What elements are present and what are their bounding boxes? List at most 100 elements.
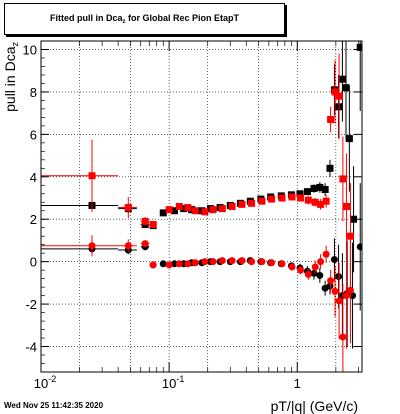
data-point-square <box>180 205 188 213</box>
y-axis-label-subscript: z <box>10 42 20 47</box>
chart-title-subscript: z <box>122 19 126 25</box>
data-point-circle <box>339 333 347 341</box>
data-point-square <box>175 203 183 210</box>
data-point-square <box>342 203 350 210</box>
data-point-square <box>191 207 199 215</box>
data-point-square <box>304 196 312 204</box>
data-point-circle <box>335 273 343 281</box>
x-axis-label: pT/|q| (GeV/c) <box>271 398 358 414</box>
data-point-square <box>248 199 256 207</box>
data-point-square <box>310 184 318 192</box>
data-point-square <box>345 135 353 143</box>
data-point-circle <box>346 286 354 294</box>
data-point-square <box>268 195 276 203</box>
data-point-circle <box>218 257 226 265</box>
data-point-square <box>327 116 335 124</box>
data-point-square <box>311 198 319 206</box>
data-point-square <box>184 204 192 212</box>
data-point-circle <box>356 243 362 251</box>
data-point-square <box>228 203 236 210</box>
data-point-circle <box>258 258 266 266</box>
plot-frame <box>40 40 363 373</box>
data-point-square <box>278 194 286 202</box>
data-point-square <box>141 217 149 225</box>
y-tick-label: 6 <box>30 127 37 142</box>
x-tick-label: 1 <box>294 376 301 391</box>
data-points <box>41 41 362 372</box>
data-point-circle <box>175 260 183 268</box>
data-point-circle <box>248 258 256 266</box>
data-point-square <box>201 208 209 216</box>
data-point-circle <box>170 260 178 268</box>
data-point-circle <box>141 240 149 248</box>
data-point-square <box>88 172 96 180</box>
chart-title-suffix: for Global Rec Pion EtapT <box>125 13 240 23</box>
data-point-circle <box>238 257 246 265</box>
x-tick-exponent: -1 <box>176 374 184 384</box>
data-point-circle <box>201 258 209 266</box>
data-point-square <box>338 75 346 83</box>
data-point-square <box>149 221 157 229</box>
data-point-circle <box>184 260 192 268</box>
data-point-square <box>209 206 217 214</box>
data-point-square <box>165 206 173 214</box>
data-point-square <box>317 200 325 208</box>
chart-title-box: Fitted pull in Dcaz for Global Rec Pion … <box>4 3 285 35</box>
data-point-square <box>335 92 343 100</box>
data-point-square <box>288 193 296 201</box>
data-point-square <box>346 232 354 240</box>
data-point-circle <box>191 259 199 267</box>
data-point-circle <box>330 256 338 264</box>
data-point-circle <box>317 258 325 266</box>
y-tick-label: 8 <box>30 85 37 100</box>
data-point-circle <box>165 261 173 269</box>
data-point-circle <box>327 277 335 285</box>
x-tick-base: 1 <box>294 376 301 391</box>
y-tick-label: 4 <box>30 170 37 185</box>
data-point-square <box>342 84 350 92</box>
data-point-square <box>303 188 311 196</box>
data-point-circle <box>310 269 318 277</box>
data-point-square <box>188 206 196 214</box>
y-tick-label: 0 <box>30 255 37 270</box>
x-tick-base: 10 <box>34 376 48 391</box>
data-point-square <box>218 205 226 213</box>
data-point-circle <box>209 258 217 266</box>
data-point-square <box>316 183 324 191</box>
data-point-square <box>159 209 167 217</box>
data-point-circle <box>322 250 330 258</box>
data-point-square <box>238 200 246 208</box>
x-tick-label: 10-2 <box>34 374 56 391</box>
y-tick-label: -4 <box>25 340 37 355</box>
y-tick-label: -2 <box>25 297 37 312</box>
x-tick-label: 10-1 <box>162 374 184 391</box>
data-point-square <box>170 207 178 215</box>
data-point-circle <box>149 261 157 269</box>
x-tick-base: 10 <box>162 376 176 391</box>
data-point-circle <box>228 257 236 265</box>
timestamp-footer: Wed Nov 25 11:42:35 2020 <box>4 401 104 410</box>
chart-title: Fitted pull in Dcaz for Global Rec Pion … <box>50 13 239 25</box>
data-point-square <box>339 175 347 183</box>
data-point-circle <box>331 287 339 295</box>
data-point-circle <box>268 259 276 267</box>
y-axis-label: pull in Dcaz <box>2 42 20 112</box>
data-point-circle <box>88 242 96 250</box>
data-point-circle <box>335 297 343 305</box>
data-point-square <box>322 197 330 205</box>
series-2 <box>41 53 354 290</box>
data-point-circle <box>278 260 286 268</box>
series-3 <box>41 235 354 372</box>
data-point-circle <box>342 292 350 300</box>
y-tick-label: 10 <box>23 42 37 57</box>
data-point-square <box>297 194 305 202</box>
x-tick-exponent: -2 <box>48 374 56 384</box>
data-point-square <box>326 164 334 172</box>
data-point-square <box>296 190 304 198</box>
data-point-square <box>258 197 266 205</box>
y-axis-label-main: pull in Dca <box>2 46 18 112</box>
data-point-square <box>356 43 362 51</box>
